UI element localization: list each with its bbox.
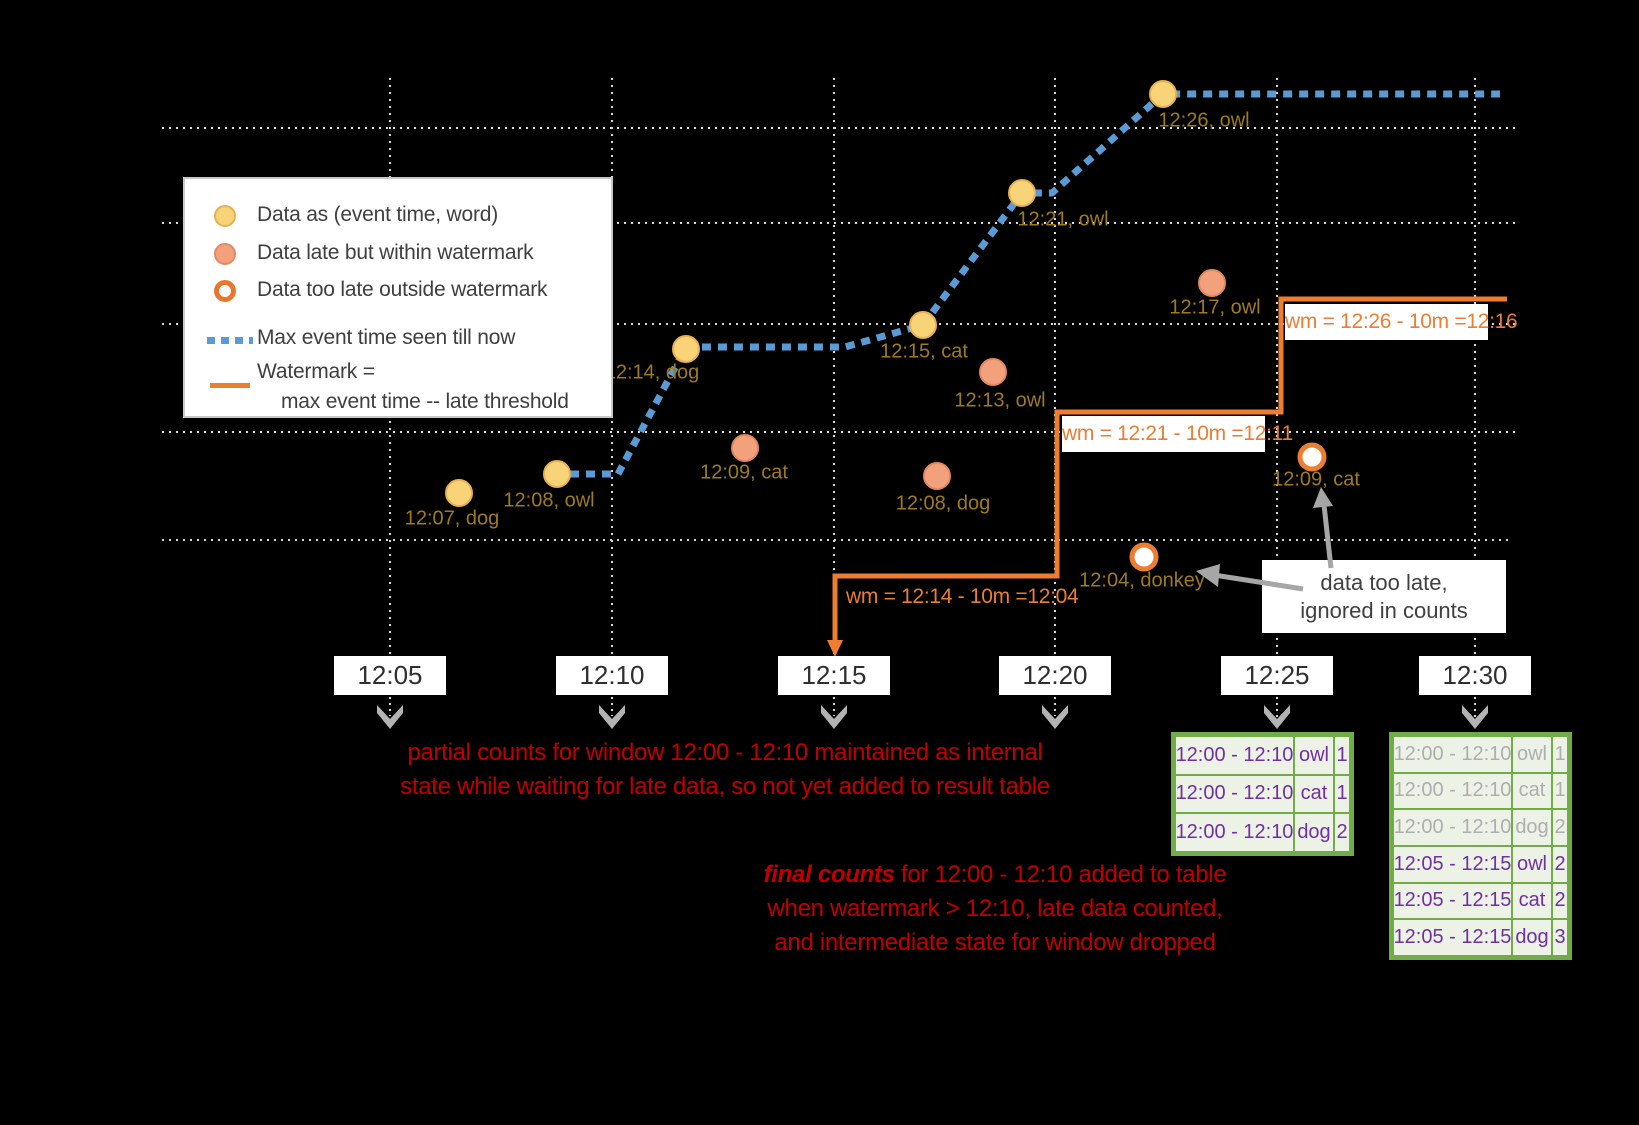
too-late-callout: data too late, ignored in counts: [1262, 560, 1506, 633]
point-label: 12:15, cat: [880, 340, 968, 362]
annotation-final-line1-rest: for 12:00 - 12:10 added to table: [894, 861, 1227, 888]
legend-item-max-event-time: Max event time seen till now: [257, 326, 516, 349]
point-late: [923, 462, 951, 490]
point-label: 12:08, dog: [896, 492, 991, 514]
table-cell-count: 1: [1335, 775, 1349, 813]
legend-item-on-time: Data as (event time, word): [257, 203, 499, 226]
table-cell-count: 1: [1553, 773, 1567, 809]
max-event-time-line-icon: [207, 337, 253, 344]
too-late-point-icon: [214, 280, 236, 302]
point-late: [979, 358, 1007, 386]
data-points: [445, 80, 1327, 572]
table-cell-word: dog: [1513, 920, 1551, 955]
too-late-callout-line2: ignored in counts: [1300, 598, 1468, 623]
axis-tick-12-15: 12:15: [778, 656, 890, 695]
table-cell-window: 12:00 - 12:10: [1176, 775, 1293, 813]
point-label: 12:09, cat: [700, 461, 788, 483]
point-late: [731, 434, 759, 462]
annotation-partial-counts: partial counts for window 12:00 - 12:10 …: [330, 736, 1120, 804]
point-label: 12:04, donkey: [1079, 569, 1205, 591]
table-cell-count: 3: [1553, 920, 1567, 955]
point-on-time: [1008, 179, 1036, 207]
annotation-final-counts: final counts for 12:00 - 12:10 added to …: [650, 858, 1340, 960]
point-label: 12:07, dog: [405, 507, 500, 529]
annotation-partial-line2: state while waiting for late data, so no…: [400, 773, 1050, 800]
watermark-label-2: wm = 12:21 - 10m =12:11: [1062, 416, 1293, 452]
table-cell-word: owl: [1513, 846, 1551, 882]
point-label: 12:09, cat: [1272, 468, 1360, 490]
legend-item-watermark-line1: Watermark =: [257, 360, 375, 383]
table-cell-window: 12:00 - 12:10: [1394, 773, 1511, 809]
table-cell-word: cat: [1513, 773, 1551, 809]
annotation-final-emphasis: final counts: [763, 861, 895, 888]
result-table-12-25: 12:00 - 12:10 owl 1 12:00 - 12:10 cat 1 …: [1171, 732, 1354, 856]
axis-tick-12-20: 12:20: [999, 656, 1111, 695]
axis-tick-12-05: 12:05: [334, 656, 446, 695]
annotation-final-line3: and intermediate state for window droppe…: [774, 929, 1216, 956]
point-on-time: [1149, 80, 1177, 108]
table-cell-word: cat: [1513, 883, 1551, 919]
table-cell-count: 2: [1553, 846, 1567, 882]
annotation-partial-line1: partial counts for window 12:00 - 12:10 …: [407, 739, 1043, 766]
point-labels: 12:07, dog 12:08, owl 12:09, cat 12:14, …: [405, 109, 1361, 591]
table-cell-count: 1: [1335, 737, 1349, 774]
table-cell-window: 12:00 - 12:10: [1176, 814, 1293, 851]
table-cell-count: 2: [1553, 883, 1567, 919]
point-label: 12:21, owl: [1017, 208, 1108, 230]
axis-tick-12-30: 12:30: [1419, 656, 1531, 695]
table-cell-word: owl: [1295, 737, 1333, 774]
watermark-arrowhead-icon: [827, 640, 843, 657]
table-cell-word: owl: [1513, 737, 1551, 772]
axis-tick-12-25: 12:25: [1221, 656, 1333, 695]
too-late-callout-line1: data too late,: [1320, 570, 1448, 595]
table-cell-count: 2: [1553, 810, 1567, 845]
point-label: 12:13, owl: [954, 389, 1045, 411]
late-point-icon: [214, 243, 236, 265]
table-cell-count: 1: [1553, 737, 1567, 772]
watermark-label-3: wm = 12:26 - 10m =12:16: [1285, 304, 1518, 340]
table-cell-window: 12:05 - 12:15: [1394, 920, 1511, 955]
max-event-time-line: [570, 90, 1500, 478]
legend-item-too-late: Data too late outside watermark: [257, 278, 548, 301]
point-on-time: [445, 479, 473, 507]
watermark-line: [832, 296, 1507, 646]
point-on-time: [909, 311, 937, 339]
annotation-final-line2: when watermark > 12:10, late data counte…: [767, 895, 1223, 922]
table-cell-window: 12:00 - 12:10: [1394, 737, 1511, 772]
result-table-12-30: 12:00 - 12:10 owl 1 12:00 - 12:10 cat 1 …: [1389, 732, 1572, 960]
table-cell-window: 12:05 - 12:15: [1394, 846, 1511, 882]
table-cell-word: cat: [1295, 775, 1333, 813]
down-arrowhead-icons: [377, 705, 1488, 729]
table-cell-word: dog: [1295, 814, 1333, 851]
table-cell-window: 12:00 - 12:10: [1176, 737, 1293, 774]
point-label: 12:26, owl: [1158, 109, 1249, 131]
table-cell-count: 2: [1335, 814, 1349, 851]
point-label: 12:14, dog: [605, 361, 700, 383]
point-too-late: [1297, 442, 1327, 472]
watermark-label-1: wm = 12:14 - 10m =12:04: [846, 585, 1079, 608]
table-cell-window: 12:05 - 12:15: [1394, 883, 1511, 919]
watermark-line-icon: [210, 383, 250, 388]
on-time-point-icon: [214, 205, 236, 227]
legend-item-late: Data late but within watermark: [257, 241, 534, 264]
point-on-time: [672, 335, 700, 363]
axis-tick-12-10: 12:10: [556, 656, 668, 695]
annotation-final-line1: final counts for 12:00 - 12:10 added to …: [650, 858, 1340, 892]
point-label: 12:17, owl: [1169, 296, 1260, 318]
point-too-late: [1129, 542, 1159, 572]
legend-item-watermark-line2: max event time -- late threshold: [281, 390, 569, 413]
point-on-time: [543, 460, 571, 488]
point-late: [1198, 269, 1226, 297]
point-label: 12:08, owl: [503, 489, 594, 511]
table-cell-window: 12:00 - 12:10: [1394, 810, 1511, 845]
legend: Data as (event time, word) Data late but…: [183, 177, 613, 418]
tick-arrows: [377, 697, 1488, 729]
table-cell-word: dog: [1513, 810, 1551, 845]
